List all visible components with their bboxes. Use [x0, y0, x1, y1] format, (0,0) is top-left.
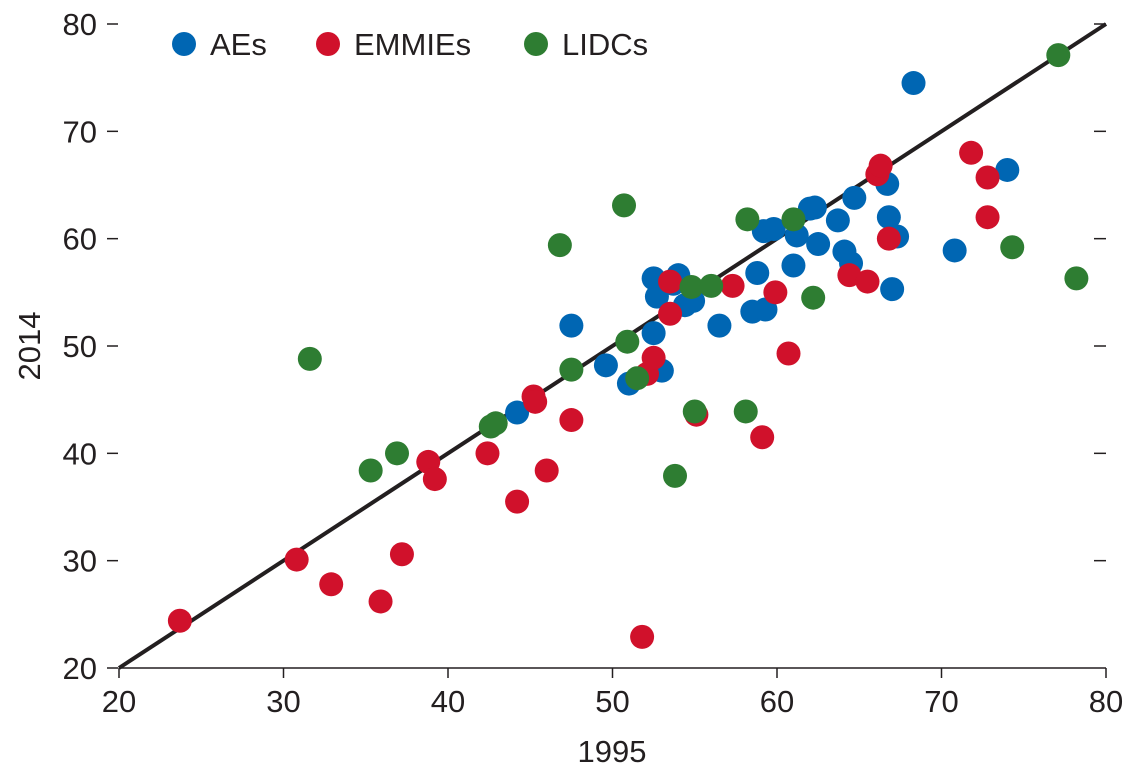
data-point: [483, 411, 508, 436]
y-tick-label: 40: [63, 436, 97, 471]
data-point: [505, 489, 530, 514]
data-point: [297, 346, 322, 371]
series-emmies: [167, 140, 1000, 649]
x-tick-label: 80: [1089, 684, 1123, 719]
data-point: [801, 285, 826, 310]
data-point: [682, 399, 707, 424]
data-point: [802, 195, 827, 220]
data-point: [559, 408, 584, 433]
data-point: [284, 547, 309, 572]
data-point: [761, 217, 786, 242]
data-point: [901, 71, 926, 96]
data-point: [523, 389, 548, 414]
x-tick-label: 70: [924, 684, 958, 719]
data-point: [842, 185, 867, 210]
x-tick-label: 50: [595, 684, 629, 719]
data-point: [880, 277, 905, 302]
data-point: [959, 140, 984, 165]
data-point: [781, 207, 806, 232]
data-point: [995, 157, 1020, 182]
data-point: [625, 366, 650, 391]
legend-label: EMMIEs: [354, 27, 471, 62]
data-point: [593, 353, 618, 378]
x-axis-title: 1995: [578, 734, 647, 769]
legend-marker: [172, 32, 196, 56]
data-point: [868, 153, 893, 178]
data-point: [534, 458, 559, 483]
data-point: [641, 345, 666, 370]
data-point: [1064, 266, 1089, 291]
data-point: [679, 274, 704, 299]
data-point: [720, 273, 745, 298]
x-tick-label: 40: [431, 684, 465, 719]
data-point: [837, 263, 862, 288]
data-points: [167, 43, 1089, 649]
data-point: [505, 400, 530, 425]
y-tick-label: 60: [63, 222, 97, 257]
y-tick-label: 30: [63, 544, 97, 579]
data-point: [975, 165, 1000, 190]
y-tick-label: 80: [63, 7, 97, 42]
y-tick-label: 50: [63, 329, 97, 364]
data-point: [876, 205, 901, 230]
legend-marker: [316, 32, 340, 56]
axes: 20 30 40 50 60 70 80 20 30 40 50 60 70 80: [63, 7, 1124, 719]
data-point: [167, 608, 192, 633]
data-point: [368, 589, 393, 614]
legend: AEs EMMIEs LIDCs: [172, 27, 648, 62]
data-point: [776, 341, 801, 366]
data-point: [855, 269, 880, 294]
data-point: [389, 542, 414, 567]
data-point: [1046, 43, 1071, 68]
data-point: [658, 301, 683, 326]
data-point: [975, 205, 1000, 230]
x-tick-label: 60: [760, 684, 794, 719]
data-point: [615, 329, 640, 354]
data-point: [876, 226, 901, 251]
series-lidcs: [297, 43, 1089, 488]
data-point: [422, 467, 447, 492]
data-point: [663, 463, 688, 488]
data-point: [630, 624, 655, 649]
legend-label: AEs: [210, 27, 267, 62]
data-point: [559, 313, 584, 338]
data-point: [763, 280, 788, 305]
data-point: [825, 208, 850, 233]
legend-label: LIDCs: [562, 27, 648, 62]
data-point: [358, 458, 383, 483]
data-point: [319, 572, 344, 597]
x-tick-label: 20: [102, 684, 136, 719]
data-point: [745, 261, 770, 286]
data-point: [735, 207, 760, 232]
reference-line: [117, 22, 1108, 670]
data-point: [699, 273, 724, 298]
legend-entry-emmies: EMMIEs: [316, 27, 471, 62]
legend-marker: [524, 32, 548, 56]
data-point: [750, 425, 775, 450]
data-point: [733, 399, 758, 424]
data-point: [475, 441, 500, 466]
data-point: [707, 313, 732, 338]
y-tick-label: 70: [63, 114, 97, 149]
data-point: [1000, 235, 1025, 260]
legend-entry-aes: AEs: [172, 27, 267, 62]
data-point: [781, 253, 806, 278]
reference-line-layer: [117, 22, 1108, 670]
y-axis-title: 2014: [12, 312, 47, 381]
data-point: [641, 321, 666, 346]
data-point: [547, 233, 572, 258]
data-point: [612, 193, 637, 218]
legend-entry-lidcs: LIDCs: [524, 27, 648, 62]
data-point: [942, 238, 967, 263]
data-point: [385, 441, 410, 466]
x-tick-label: 30: [266, 684, 300, 719]
data-point: [658, 269, 683, 294]
data-point: [559, 357, 584, 382]
data-point: [806, 232, 831, 257]
y-tick-label: 20: [63, 651, 97, 686]
